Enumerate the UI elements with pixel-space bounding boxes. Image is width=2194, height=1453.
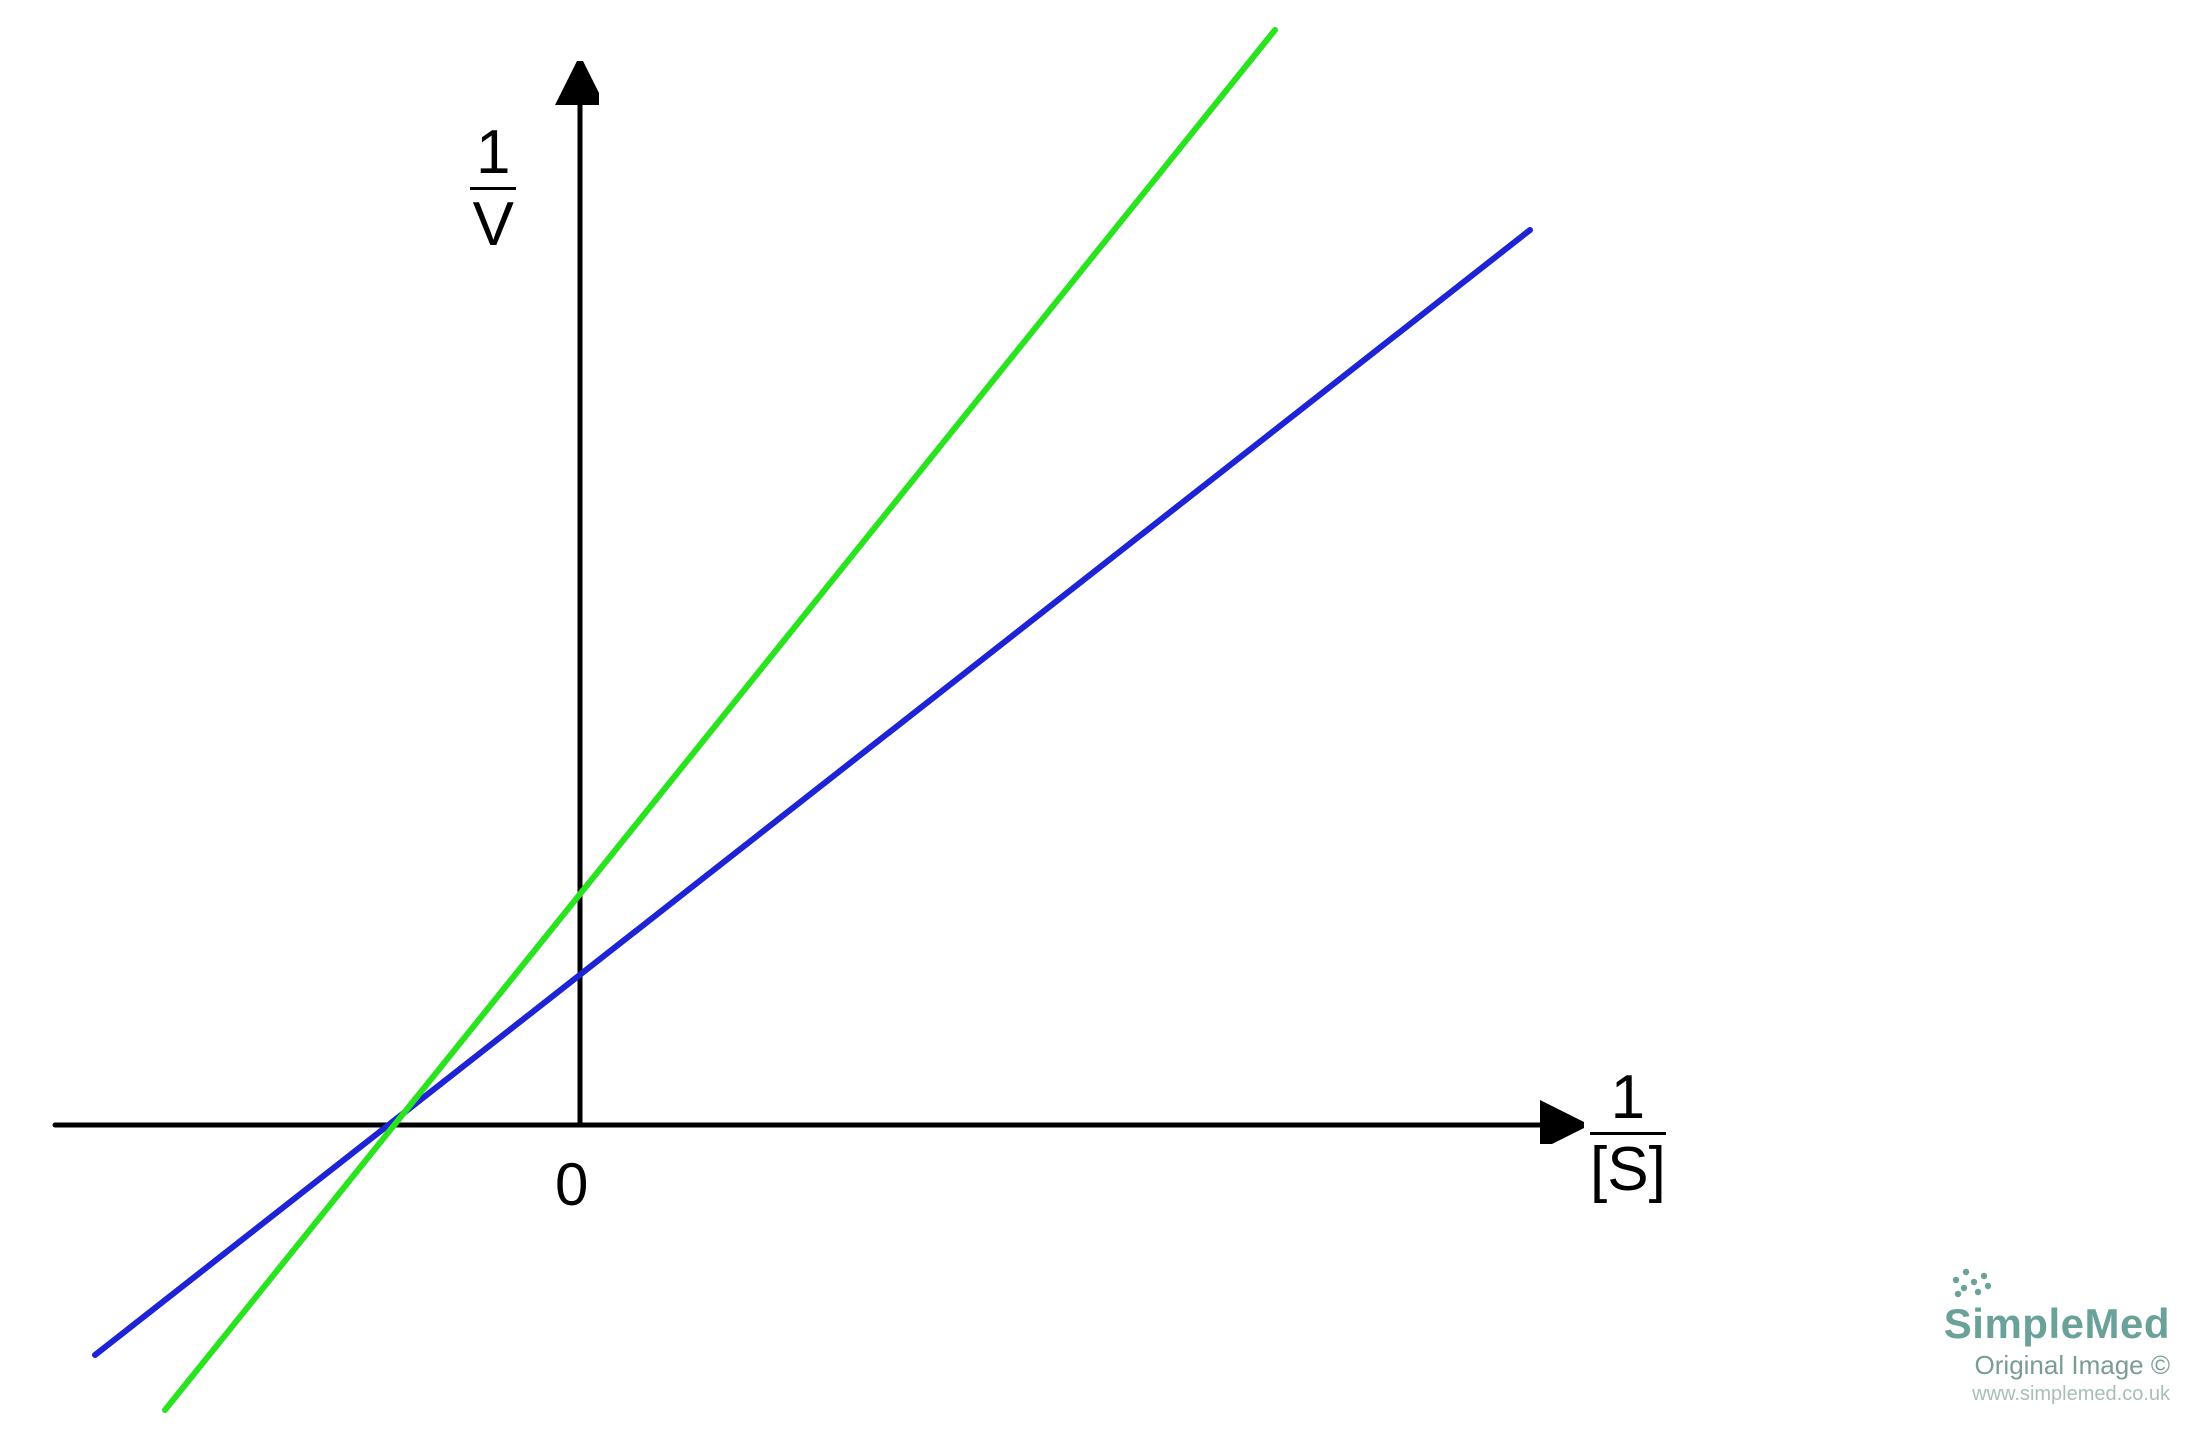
y-axis-label: 1 V — [470, 120, 516, 257]
chart-canvas: 1 V 1 [S] 0 SimpleMed Original Image © w… — [0, 0, 2194, 1453]
green-line — [165, 30, 1275, 1410]
watermark-subtitle: Original Image © — [1944, 1350, 2170, 1381]
chart-svg — [0, 0, 2194, 1453]
watermark-url: www.simplemed.co.uk — [1944, 1383, 2170, 1406]
y-axis-label-top: 1 — [470, 120, 516, 190]
y-axis-label-bottom: V — [470, 190, 516, 257]
watermark-brand: SimpleMed — [1944, 1300, 2170, 1348]
origin-label: 0 — [555, 1150, 588, 1219]
axes — [55, 95, 1550, 1125]
watermark-logo-icon — [1944, 1262, 2004, 1302]
watermark: SimpleMed Original Image © www.simplemed… — [1944, 1300, 2170, 1406]
x-axis-label-bottom: [S] — [1590, 1135, 1666, 1202]
blue-line — [95, 230, 1530, 1355]
series — [95, 30, 1530, 1410]
x-axis-label-top: 1 — [1590, 1065, 1666, 1135]
x-axis-label: 1 [S] — [1590, 1065, 1666, 1202]
